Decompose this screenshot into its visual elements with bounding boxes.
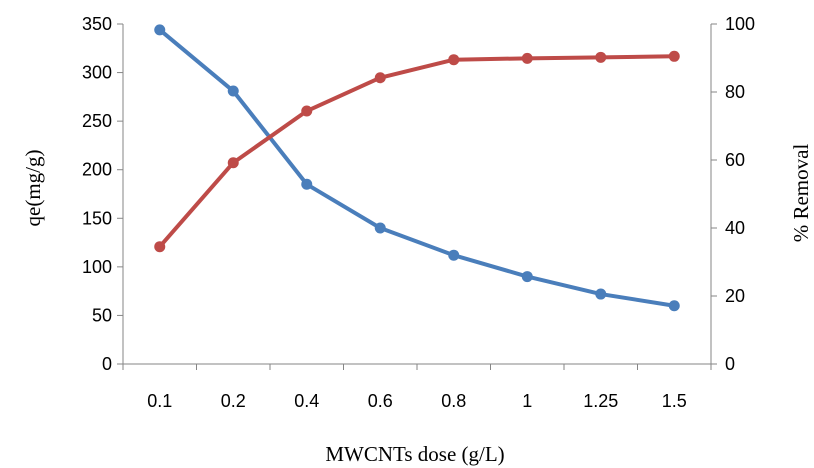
x-tick-label: 0.1 — [147, 391, 172, 411]
y-tick-label: 100 — [82, 257, 112, 277]
series-2-point — [448, 54, 460, 66]
x-tick-label: 1 — [522, 391, 532, 411]
x-tick-label: 0.8 — [441, 391, 466, 411]
series-2-point — [227, 157, 239, 169]
y2-axis-title: % Removal — [789, 144, 813, 243]
x-tick-label: 0.4 — [294, 391, 319, 411]
series-2-point — [374, 72, 386, 84]
x-axis-title: MWCNTs dose (g/L) — [325, 442, 504, 466]
series-1-point — [154, 24, 166, 36]
series-1-point — [668, 300, 680, 312]
y-axis-title: qe(mg/g) — [21, 150, 45, 227]
y2-tick-label: 100 — [725, 14, 755, 34]
y-tick-label: 150 — [82, 208, 112, 228]
y-tick-label: 50 — [92, 305, 112, 325]
x-tick-label: 0.2 — [221, 391, 246, 411]
y2-tick-label: 60 — [725, 150, 745, 170]
series-1-line — [157, 27, 677, 308]
series-1-point — [595, 288, 607, 300]
series-2-point — [154, 241, 166, 253]
series-2-point — [301, 105, 313, 117]
series-1-point — [301, 178, 313, 190]
y-tick-label: 250 — [82, 111, 112, 131]
y2-tick-label: 40 — [725, 218, 745, 238]
x-tick-label: 0.6 — [368, 391, 393, 411]
y2-tick-label: 80 — [725, 82, 745, 102]
y-tick-label: 350 — [82, 14, 112, 34]
series-1-point — [521, 271, 533, 283]
y2-tick-label: 20 — [725, 286, 745, 306]
series-1-point — [448, 249, 460, 261]
y2-tick-label: 0 — [725, 354, 735, 374]
series-1-point — [227, 85, 239, 97]
series-layer — [154, 24, 680, 312]
series-2-point — [595, 51, 607, 63]
y-tick-label: 200 — [82, 160, 112, 180]
x-tick-label: 1.5 — [662, 391, 687, 411]
series-2-point — [521, 52, 533, 64]
series-2-line — [157, 54, 677, 249]
series-1-point — [374, 222, 386, 234]
series-2-point — [668, 50, 680, 62]
axes: 0 50 100 150 200 250 300 350 0 20 40 60 80 100 0.1 0.2 0… — [82, 14, 755, 411]
y-tick-label: 300 — [82, 63, 112, 83]
y-tick-label: 0 — [102, 354, 112, 374]
x-tick-label: 1.25 — [583, 391, 618, 411]
